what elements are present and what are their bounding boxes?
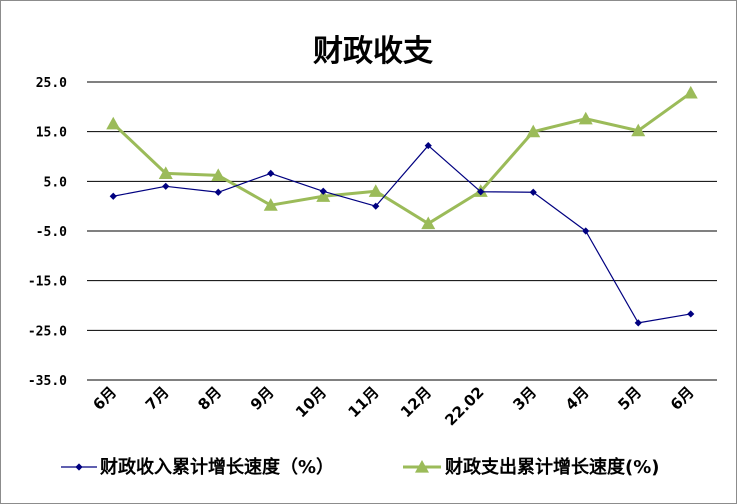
revenue-point (109, 192, 117, 200)
expenditure-point (683, 85, 698, 99)
expenditure-point (106, 116, 121, 130)
y-tick-label: 15.0 (36, 126, 67, 141)
series-expenditure (106, 85, 698, 230)
expenditure-point (158, 166, 173, 179)
expenditure-point (211, 168, 226, 181)
x-tick-label: 12月 (397, 383, 435, 421)
y-tick-label: 25.0 (36, 76, 67, 91)
legend-label-expenditure: 财政支出累计增长速度(%) (445, 456, 660, 478)
legend-marker-revenue (75, 463, 83, 471)
revenue-point (162, 182, 170, 190)
revenue-point (372, 202, 380, 210)
expenditure-point (368, 184, 383, 197)
legend: 财政收入累计增长速度（%） 财政支出累计增长速度(%) (61, 456, 660, 478)
expenditure-point (421, 216, 436, 230)
series-lines (106, 85, 698, 327)
revenue-point (634, 319, 642, 327)
x-tick-label: 9月 (247, 383, 278, 414)
revenue-point (582, 227, 590, 235)
chart-title: 财政收支 (313, 34, 433, 69)
expenditure-point (526, 124, 541, 138)
x-tick-label: 11月 (344, 383, 382, 421)
series-revenue (109, 141, 695, 327)
revenue-line (113, 144, 691, 324)
revenue-point (424, 141, 432, 150)
revenue-point (529, 188, 537, 196)
y-tick-label: -15.0 (28, 275, 67, 290)
y-tick-label: 5.0 (44, 175, 68, 190)
x-tick-label: 5月 (614, 383, 645, 414)
revenue-point (214, 188, 222, 196)
gridlines (87, 81, 717, 381)
expenditure-point (631, 123, 646, 137)
y-tick-label: -35.0 (28, 374, 67, 389)
legend-marker-expenditure (415, 460, 429, 473)
revenue-point (319, 187, 327, 195)
legend-label-revenue: 财政收入累计增长速度（%） (100, 456, 334, 478)
x-tick-label: 22.02 (441, 383, 487, 429)
revenue-point (477, 188, 485, 196)
x-tick-label: 6月 (89, 383, 120, 414)
y-tick-label: -5.0 (36, 225, 67, 240)
expenditure-point (263, 198, 278, 211)
expenditure-point (578, 111, 593, 125)
x-tick-label: 4月 (562, 383, 593, 414)
revenue-point (687, 310, 695, 318)
x-tick-label: 8月 (194, 383, 225, 414)
x-tick-label: 7月 (142, 383, 173, 414)
y-tick-label: -25.0 (28, 324, 67, 339)
expenditure-point (316, 189, 331, 202)
y-axis-ticks: 25.0 15.0 5.0 -5.0 -15.0 -25.0 -35.0 (28, 76, 67, 389)
revenue-point (267, 169, 275, 177)
x-axis-categories: 6月 7月 8月 9月 10月 11月 12月 22.02 3月 4月 5月 6月 (89, 383, 697, 429)
x-tick-label: 6月 (667, 383, 698, 414)
x-tick-label: 10月 (292, 383, 330, 421)
expenditure-line (112, 91, 692, 226)
x-tick-label: 3月 (509, 383, 540, 414)
